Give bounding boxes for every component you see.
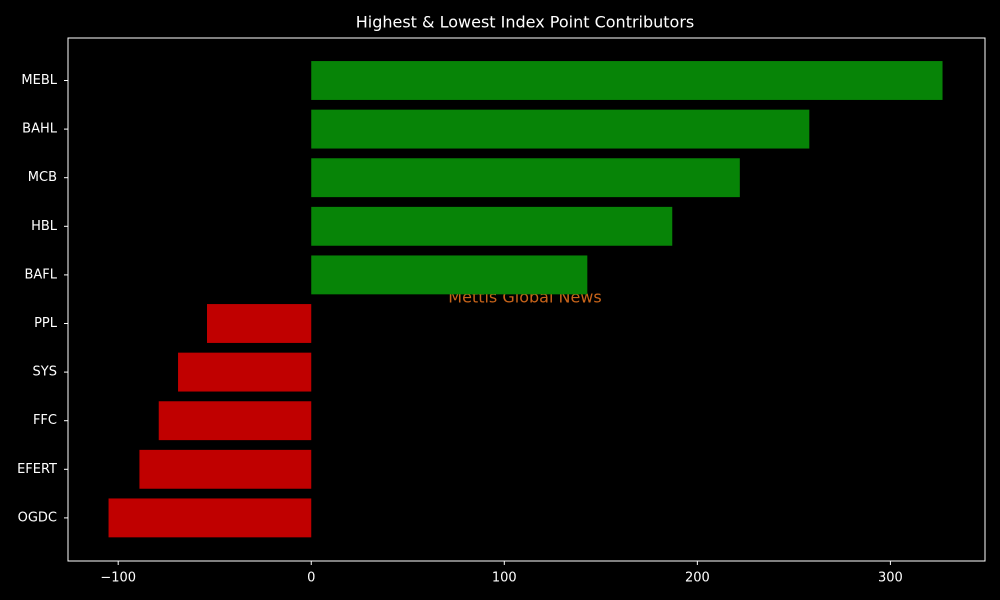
bar [311, 206, 673, 246]
y-tick-label: BAHL [22, 122, 58, 137]
bar [311, 61, 943, 100]
x-tick-label: 0 [307, 571, 315, 586]
bar [108, 498, 312, 538]
y-tick-label: SYS [33, 365, 57, 380]
y-tick-label: OGDC [18, 510, 57, 525]
bar [311, 109, 810, 149]
plot-frame [67, 37, 986, 562]
y-tick-label: MCB [28, 170, 57, 185]
y-tick-label: MEBL [21, 73, 57, 88]
y-tick-label: EFERT [17, 462, 57, 477]
y-tick-label: FFC [33, 413, 57, 428]
y-tick-label: HBL [31, 219, 58, 234]
chart-title: Highest & Lowest Index Point Contributor… [356, 13, 695, 32]
y-tick-label: PPL [34, 316, 58, 331]
x-tick-label: 200 [685, 571, 710, 586]
x-tick-label: −100 [100, 571, 136, 586]
bar [311, 255, 588, 295]
bar [139, 449, 312, 489]
bar [206, 304, 312, 343]
y-tick-label: BAFL [24, 267, 57, 282]
bar [158, 401, 312, 441]
bar [178, 352, 312, 392]
x-tick-label: 300 [878, 571, 903, 586]
x-tick-label: 100 [492, 571, 517, 586]
bar [311, 158, 740, 198]
